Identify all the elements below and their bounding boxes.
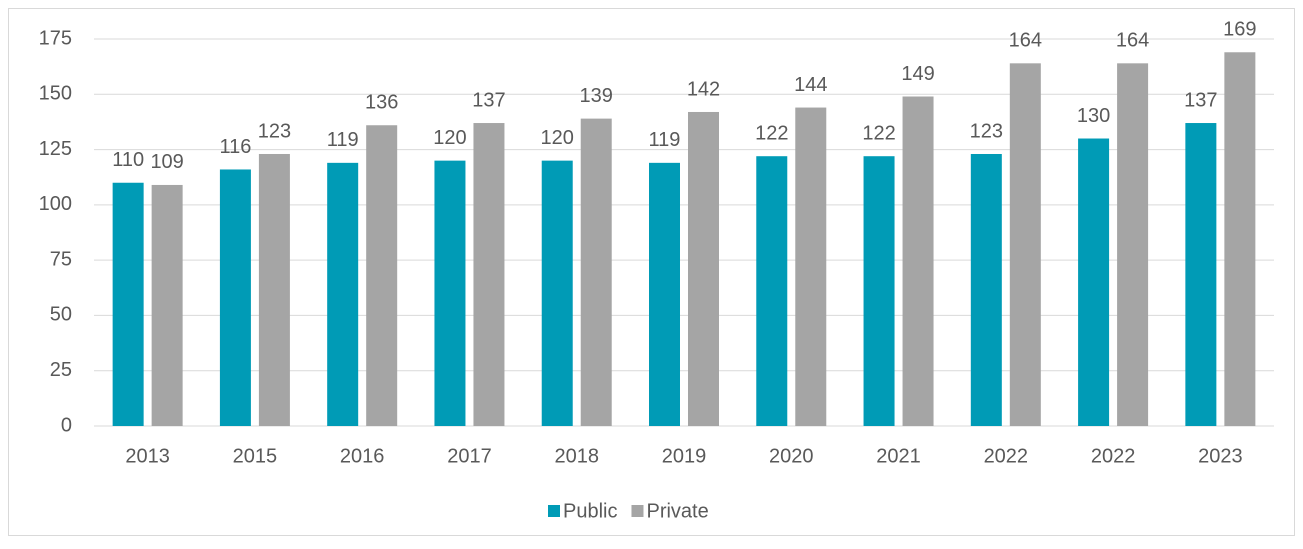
- bar: [112, 182, 144, 426]
- data-label: 130: [1077, 105, 1110, 127]
- bar: [366, 125, 398, 426]
- x-tick-label: 2017: [447, 445, 492, 467]
- bar: [863, 156, 895, 426]
- bar: [795, 107, 827, 426]
- data-label: 116: [219, 136, 251, 158]
- bar: [1009, 63, 1041, 426]
- data-label: 119: [649, 129, 681, 151]
- y-tick-label: 175: [39, 27, 72, 49]
- data-label: 164: [1116, 30, 1149, 52]
- data-label: 137: [472, 89, 505, 111]
- data-label: 169: [1223, 19, 1256, 41]
- data-label: 110: [112, 149, 144, 171]
- y-tick-label: 75: [50, 248, 72, 270]
- bar: [327, 162, 359, 426]
- x-tick-label: 2020: [769, 445, 814, 467]
- x-tick-label: 2019: [662, 445, 707, 467]
- y-tick-label: 0: [61, 414, 72, 436]
- legend-swatch: [548, 505, 560, 517]
- data-label: 122: [862, 122, 895, 144]
- x-tick-label: 2016: [340, 445, 385, 467]
- bar: [473, 123, 505, 426]
- data-label: 119: [327, 129, 359, 151]
- bar: [688, 111, 719, 426]
- bar: [219, 169, 251, 426]
- bar: [649, 162, 680, 426]
- data-label: 142: [687, 78, 720, 100]
- bar: [541, 160, 573, 426]
- data-label: 164: [1009, 30, 1042, 52]
- bar: [1117, 63, 1149, 426]
- x-tick-label: 2013: [125, 445, 170, 467]
- data-label: 123: [258, 120, 291, 142]
- legend-label: Private: [646, 500, 708, 522]
- x-tick-label: 2018: [554, 445, 599, 467]
- bar: [970, 153, 1002, 426]
- data-label: 122: [755, 122, 788, 144]
- bar: [756, 156, 788, 426]
- data-label: 136: [365, 92, 398, 114]
- x-tick-label: 2023: [1198, 445, 1243, 467]
- y-tick-label: 100: [39, 193, 72, 215]
- bar: [1078, 138, 1110, 426]
- y-tick-label: 125: [39, 138, 72, 160]
- data-label: 144: [794, 74, 827, 96]
- data-label: 109: [150, 151, 183, 173]
- legend-label: Public: [563, 500, 617, 522]
- y-tick-label: 25: [50, 359, 72, 381]
- bar: [1185, 123, 1217, 426]
- legend-swatch: [631, 505, 644, 517]
- data-label: 120: [541, 127, 574, 149]
- data-label: 120: [433, 127, 466, 149]
- data-label: 149: [901, 63, 934, 85]
- bar: [434, 160, 466, 426]
- x-tick-label: 2022: [1091, 445, 1136, 467]
- data-label: 123: [970, 120, 1003, 142]
- y-tick-label: 150: [39, 83, 72, 105]
- x-tick-label: 2021: [876, 445, 921, 467]
- x-tick-label: 2022: [984, 445, 1029, 467]
- x-tick-label: 2015: [233, 445, 278, 467]
- bar: [580, 118, 612, 427]
- bar: [151, 184, 183, 426]
- bar: [258, 153, 290, 426]
- bar: [1224, 52, 1256, 427]
- data-label: 139: [580, 85, 613, 107]
- data-label: 137: [1184, 89, 1217, 111]
- bar: [902, 96, 934, 427]
- y-tick-label: 50: [50, 304, 72, 326]
